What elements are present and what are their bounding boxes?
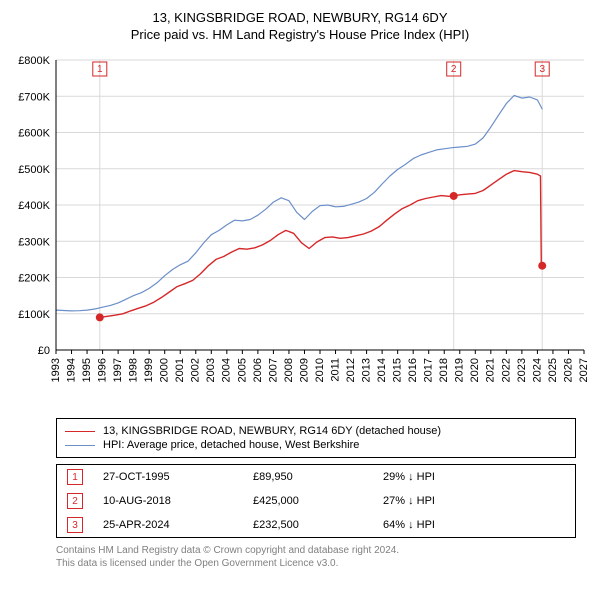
footer: Contains HM Land Registry data © Crown c… <box>56 544 590 570</box>
legend-label: HPI: Average price, detached house, West… <box>103 439 359 451</box>
chart-area: £0 £100K £200K £300K £400K £500K £600K £700K £80… <box>10 50 590 410</box>
footer-line1: Contains HM Land Registry data © Crown c… <box>56 544 590 557</box>
svg-text:3: 3 <box>539 64 545 75</box>
legend-label: 13, KINGSBRIDGE ROAD, NEWBURY, RG14 6DY … <box>103 425 441 437</box>
event-delta: 64% ↓ HPI <box>383 519 435 531</box>
chart-container: 13, KINGSBRIDGE ROAD, NEWBURY, RG14 6DY … <box>0 0 600 576</box>
svg-text:2008: 2008 <box>283 358 295 382</box>
svg-text:£400K: £400K <box>18 200 50 212</box>
svg-text:2000: 2000 <box>159 358 171 382</box>
svg-text:2020: 2020 <box>469 358 481 382</box>
event-row: 3 25-APR-2024£232,50064% ↓ HPI <box>57 513 575 537</box>
svg-text:2025: 2025 <box>547 358 559 382</box>
event-price: £232,500 <box>253 519 383 531</box>
svg-text:2002: 2002 <box>190 358 202 382</box>
event-date: 27-OCT-1995 <box>103 471 253 483</box>
legend-swatch <box>65 431 95 432</box>
svg-text:2007: 2007 <box>267 358 279 382</box>
svg-text:2023: 2023 <box>516 358 528 382</box>
svg-text:1: 1 <box>97 64 103 75</box>
legend-row: 13, KINGSBRIDGE ROAD, NEWBURY, RG14 6DY … <box>65 425 567 437</box>
svg-text:2019: 2019 <box>454 358 466 382</box>
event-date: 25-APR-2024 <box>103 519 253 531</box>
svg-text:2006: 2006 <box>252 358 264 382</box>
legend-row: HPI: Average price, detached house, West… <box>65 439 567 451</box>
svg-text:2005: 2005 <box>236 358 248 382</box>
title-main: 13, KINGSBRIDGE ROAD, NEWBURY, RG14 6DY <box>10 10 590 25</box>
svg-text:£800K: £800K <box>18 55 50 67</box>
event-price: £89,950 <box>253 471 383 483</box>
svg-text:2013: 2013 <box>360 358 372 382</box>
svg-text:2012: 2012 <box>345 358 357 382</box>
svg-text:2011: 2011 <box>329 358 341 382</box>
svg-text:1999: 1999 <box>143 358 155 382</box>
svg-text:1998: 1998 <box>128 358 140 382</box>
svg-text:2022: 2022 <box>500 358 512 382</box>
svg-text:1996: 1996 <box>96 358 108 382</box>
svg-text:1995: 1995 <box>81 358 93 382</box>
event-marker: 2 <box>67 493 83 509</box>
svg-text:2: 2 <box>451 64 457 75</box>
svg-text:2003: 2003 <box>205 358 217 382</box>
svg-text:2024: 2024 <box>531 358 543 382</box>
svg-text:1994: 1994 <box>65 358 77 382</box>
svg-text:2021: 2021 <box>485 358 497 382</box>
svg-text:£300K: £300K <box>18 236 50 248</box>
svg-text:2009: 2009 <box>298 358 310 382</box>
event-row: 1 27-OCT-1995£89,95029% ↓ HPI <box>57 465 575 489</box>
svg-text:£0: £0 <box>38 345 50 357</box>
svg-text:1993: 1993 <box>50 358 62 382</box>
svg-text:2016: 2016 <box>407 358 419 382</box>
legend: 13, KINGSBRIDGE ROAD, NEWBURY, RG14 6DY … <box>56 418 576 458</box>
svg-text:2015: 2015 <box>392 358 404 382</box>
footer-line2: This data is licensed under the Open Gov… <box>56 557 590 570</box>
svg-text:2014: 2014 <box>376 358 388 382</box>
title-sub: Price paid vs. HM Land Registry's House … <box>10 27 590 42</box>
svg-text:2004: 2004 <box>221 358 233 382</box>
svg-text:2018: 2018 <box>438 358 450 382</box>
event-delta: 29% ↓ HPI <box>383 471 435 483</box>
svg-text:2026: 2026 <box>562 358 574 382</box>
svg-text:2027: 2027 <box>578 358 590 382</box>
event-delta: 27% ↓ HPI <box>383 495 435 507</box>
svg-text:£100K: £100K <box>18 309 50 321</box>
event-marker: 1 <box>67 469 83 485</box>
event-date: 10-AUG-2018 <box>103 495 253 507</box>
chart-svg: £0 £100K £200K £300K £400K £500K £600K £700K £80… <box>10 50 590 410</box>
svg-text:2001: 2001 <box>174 358 186 382</box>
svg-text:£600K: £600K <box>18 128 50 140</box>
svg-text:£500K: £500K <box>18 164 50 176</box>
svg-text:2017: 2017 <box>423 358 435 382</box>
event-row: 2 10-AUG-2018£425,00027% ↓ HPI <box>57 489 575 513</box>
svg-text:£700K: £700K <box>18 91 50 103</box>
events-table: 1 27-OCT-1995£89,95029% ↓ HPI 2 10-AUG-2018… <box>56 464 576 538</box>
svg-text:£200K: £200K <box>18 273 50 285</box>
svg-text:2010: 2010 <box>314 358 326 382</box>
legend-swatch <box>65 445 95 446</box>
event-marker: 3 <box>67 517 83 533</box>
event-price: £425,000 <box>253 495 383 507</box>
svg-text:1997: 1997 <box>112 358 124 382</box>
